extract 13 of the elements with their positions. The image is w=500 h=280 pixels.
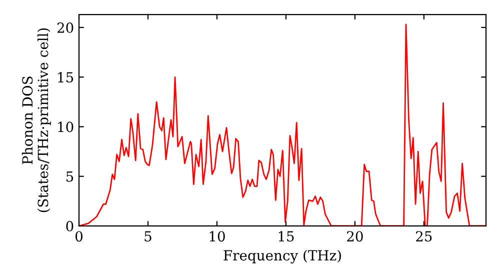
y-axis-title: Phonon DOS (States/THz·primitive cell) bbox=[22, 28, 51, 212]
x-tick-label: 10 bbox=[210, 231, 225, 242]
x-tick-label: 5 bbox=[144, 231, 152, 242]
x-tick-label: 15 bbox=[278, 231, 294, 242]
x-tick-label: 0 bbox=[75, 231, 82, 242]
y-tick-label: 10 bbox=[58, 122, 74, 132]
y-tick-label: 15 bbox=[58, 72, 74, 83]
y-tick-label: 20 bbox=[57, 22, 74, 33]
y-tick-label: 5 bbox=[66, 171, 74, 182]
x-axis-title: Frequency (THz) bbox=[224, 250, 341, 264]
x-tick-label: 25 bbox=[416, 231, 432, 242]
y-tick-label: 0 bbox=[66, 220, 74, 232]
x-tick-label: 20 bbox=[347, 231, 363, 242]
